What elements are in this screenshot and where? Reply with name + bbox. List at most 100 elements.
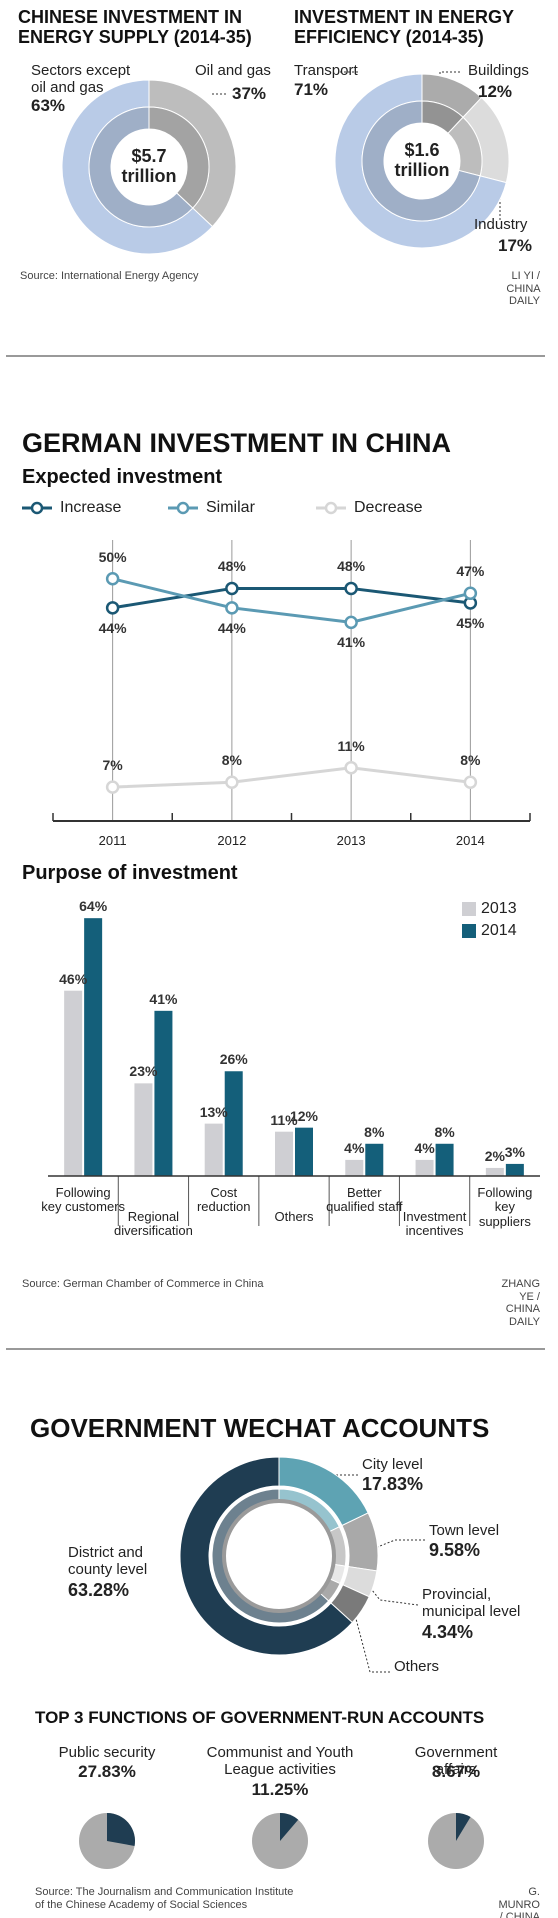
pie-slice — [456, 1813, 471, 1841]
value-label: 17.83% — [362, 1474, 424, 1494]
bar — [295, 1127, 313, 1176]
value-label: 23% — [129, 1063, 158, 1080]
pie-slice — [280, 1813, 299, 1841]
series-line — [112, 766, 471, 789]
category-label: Public security — [58, 1744, 156, 1761]
x-tick-label: Following key suppliers — [477, 1185, 533, 1229]
legend-marker — [30, 501, 44, 515]
bar — [134, 1083, 153, 1176]
legend-marker — [324, 501, 338, 515]
legend-label: Decrease — [354, 499, 423, 516]
x-tick-label: 2014 — [455, 833, 485, 848]
segment-label: Buildings — [468, 62, 529, 79]
point — [225, 775, 239, 789]
value-label: 8% — [364, 1123, 385, 1140]
segment-label: City level — [362, 1456, 423, 1473]
value-label: 44% — [98, 619, 127, 636]
credit: G. MUNRO / CHINA DAILY — [498, 1886, 540, 1918]
leader-line — [374, 1539, 425, 1549]
bar — [415, 1159, 434, 1176]
value-label: 41% — [337, 634, 366, 651]
category-label: Government affairs — [414, 1744, 498, 1779]
credit: ZHANG YE / CHINA DAILY — [501, 1278, 541, 1328]
point — [225, 581, 239, 596]
bar — [345, 1159, 364, 1176]
point — [344, 760, 358, 775]
x-tick-label: Cost reduction — [196, 1185, 251, 1215]
segment-label: Industry — [474, 216, 528, 233]
point — [105, 780, 120, 794]
segment-label: Sectors except oil and gas — [31, 62, 131, 97]
center-rim — [222, 1499, 336, 1613]
bar — [154, 1010, 173, 1176]
x-tick-label: Following key customers — [41, 1185, 126, 1215]
chart-title: Expected investment — [22, 466, 223, 488]
center-label: $5.7 trillion — [121, 146, 177, 186]
x-tick-label: 2013 — [336, 833, 366, 848]
pie-slice — [107, 1813, 135, 1846]
leader-line — [439, 71, 460, 95]
legend-label: 2013 — [481, 900, 517, 917]
point — [463, 775, 478, 789]
value-label: 4.34% — [422, 1622, 474, 1642]
source: Source: The Journalism and Communication… — [35, 1886, 294, 1911]
chart-title: GOVERNMENT WECHAT ACCOUNTS — [30, 1413, 490, 1443]
chart-title: Purpose of investment — [22, 862, 238, 884]
value-label: 64% — [79, 898, 108, 915]
segment-label: Others — [394, 1658, 440, 1675]
value-label: 63.28% — [68, 1580, 130, 1600]
value-label: 8.67% — [431, 1762, 481, 1781]
value-label: 45% — [456, 614, 485, 631]
value-label: 27.83% — [78, 1762, 136, 1781]
value-label: 37% — [232, 84, 267, 103]
point — [105, 572, 120, 586]
bar — [505, 1163, 524, 1176]
donut-inner-segment — [361, 100, 481, 222]
value-label: 7% — [102, 757, 123, 774]
bar — [275, 1131, 293, 1176]
point — [344, 581, 358, 596]
value-label: 44% — [217, 619, 246, 636]
x-tick-label: 2012 — [217, 833, 247, 848]
segment-label: Transport — [294, 62, 358, 79]
segment-label: Provincial, municipal level — [422, 1586, 521, 1621]
category-label: Communist and Youth League activities — [206, 1744, 354, 1779]
bar — [365, 1143, 384, 1176]
point — [344, 615, 358, 630]
bar — [224, 1071, 243, 1176]
legend-label: Increase — [60, 499, 122, 516]
value-label: 2% — [484, 1147, 505, 1164]
value-label: 12% — [478, 82, 513, 101]
value-label: 4% — [414, 1139, 435, 1156]
value-label: 11% — [270, 1111, 298, 1128]
donut-segment — [179, 1456, 354, 1656]
bar — [64, 990, 83, 1176]
value-label: 47% — [456, 563, 485, 580]
bar — [204, 1123, 223, 1176]
value-label: 17% — [498, 236, 533, 255]
section-title: GERMAN INVESTMENT IN CHINA — [22, 428, 452, 458]
x-tick-label: Investment incentives — [402, 1209, 467, 1239]
point — [105, 601, 120, 615]
legend-label: Similar — [206, 499, 255, 516]
leader-line — [371, 1589, 419, 1606]
legend-label: 2014 — [481, 922, 517, 939]
value-label: 48% — [217, 558, 246, 575]
chart-title: CHINESE INVESTMENT IN ENERGY SUPPLY (201… — [18, 7, 252, 47]
point — [225, 601, 239, 615]
value-label: 3% — [504, 1143, 525, 1160]
x-tick-label: 2011 — [98, 833, 127, 848]
center-label: $1.6 trillion — [394, 140, 450, 180]
value-label: 8% — [460, 752, 481, 769]
point — [463, 586, 478, 601]
value-label: 11.25% — [251, 1780, 309, 1799]
value-label: 4% — [344, 1139, 365, 1156]
series-line — [112, 586, 471, 610]
value-label: 71% — [294, 80, 329, 99]
value-label: 63% — [31, 96, 66, 115]
value-label: 9.58% — [429, 1540, 481, 1560]
value-label: 11% — [337, 737, 365, 754]
source: Source: German Chamber of Commerce in Ch… — [22, 1278, 264, 1290]
bar — [485, 1167, 504, 1176]
